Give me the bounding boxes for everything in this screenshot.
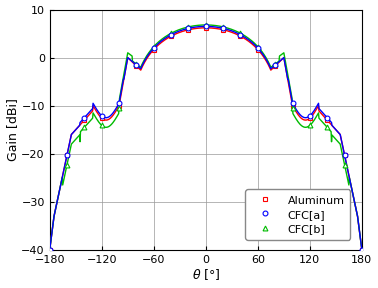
Aluminum <box>238 35 243 38</box>
CFC[a] <box>99 114 104 118</box>
CFC[a] <box>47 248 52 252</box>
CFC[a] <box>134 63 139 67</box>
CFC[b] <box>325 126 330 129</box>
CFC[a] <box>82 116 87 120</box>
CFC[b] <box>47 248 52 252</box>
Line: CFC[a]: CFC[a] <box>47 24 364 252</box>
CFC[b] <box>238 32 243 35</box>
CFC[b] <box>186 25 191 29</box>
CFC[a] <box>152 46 156 50</box>
Aluminum <box>117 104 121 107</box>
Aluminum <box>152 48 156 51</box>
Aluminum <box>290 104 295 107</box>
Aluminum <box>325 118 330 122</box>
Aluminum <box>134 64 139 68</box>
CFC[b] <box>290 106 295 110</box>
CFC[b] <box>273 62 277 66</box>
CFC[b] <box>359 248 364 252</box>
Aluminum <box>47 248 52 252</box>
CFC[b] <box>169 32 174 35</box>
CFC[a] <box>186 26 191 30</box>
CFC[a] <box>359 248 364 252</box>
CFC[a] <box>290 102 295 105</box>
CFC[b] <box>256 45 260 48</box>
X-axis label: $\theta$ [°]: $\theta$ [°] <box>192 268 220 283</box>
CFC[a] <box>221 26 225 30</box>
CFC[a] <box>308 114 312 118</box>
Aluminum <box>308 116 312 120</box>
Line: CFC[b]: CFC[b] <box>47 22 364 252</box>
CFC[b] <box>82 126 87 129</box>
CFC[a] <box>325 116 330 120</box>
Legend: Aluminum, CFC[a], CFC[b]: Aluminum, CFC[a], CFC[b] <box>245 190 350 240</box>
CFC[a] <box>169 33 174 37</box>
CFC[b] <box>152 45 156 48</box>
Aluminum <box>186 28 191 31</box>
Aluminum <box>342 153 347 157</box>
Line: Aluminum: Aluminum <box>47 25 364 252</box>
CFC[a] <box>203 25 208 28</box>
Aluminum <box>169 35 174 38</box>
CFC[b] <box>134 62 139 66</box>
CFC[a] <box>117 102 121 105</box>
Y-axis label: Gain [dBi]: Gain [dBi] <box>6 98 19 161</box>
Aluminum <box>256 48 260 51</box>
CFC[b] <box>117 106 121 110</box>
Aluminum <box>221 28 225 31</box>
CFC[b] <box>65 163 69 166</box>
CFC[a] <box>342 153 347 157</box>
Aluminum <box>359 248 364 252</box>
CFC[b] <box>342 163 347 166</box>
CFC[b] <box>99 124 104 127</box>
CFC[b] <box>308 124 312 127</box>
CFC[a] <box>238 33 243 37</box>
Aluminum <box>273 64 277 68</box>
Aluminum <box>65 153 69 157</box>
CFC[a] <box>256 46 260 50</box>
Aluminum <box>99 116 104 120</box>
CFC[a] <box>273 63 277 67</box>
CFC[a] <box>65 153 69 157</box>
Aluminum <box>82 118 87 122</box>
CFC[b] <box>221 25 225 29</box>
Aluminum <box>203 26 208 30</box>
CFC[b] <box>203 23 208 27</box>
